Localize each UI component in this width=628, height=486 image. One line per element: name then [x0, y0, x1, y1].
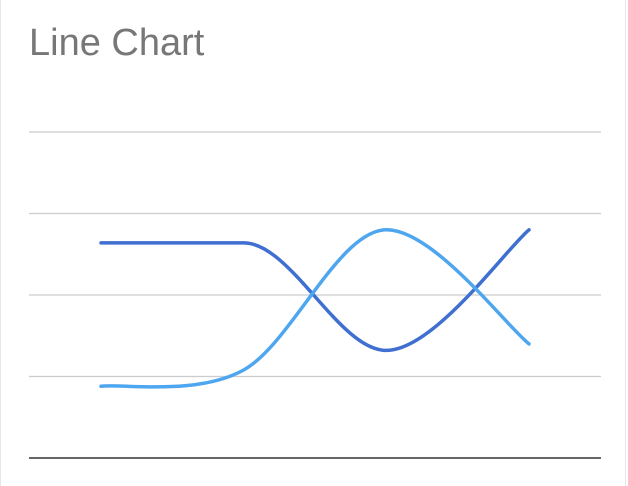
- series-line-2: [99, 228, 531, 389]
- series-line-1: [99, 228, 531, 353]
- chart-title: Line Chart: [29, 22, 205, 64]
- series-lines: [99, 228, 531, 389]
- gridlines: [29, 131, 601, 378]
